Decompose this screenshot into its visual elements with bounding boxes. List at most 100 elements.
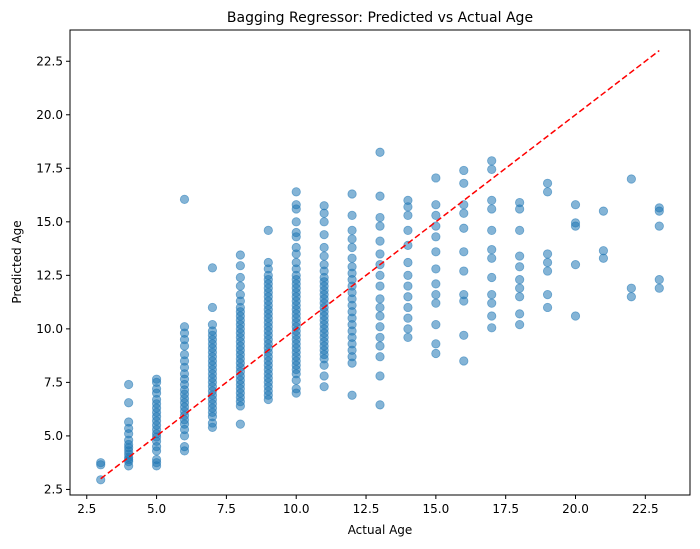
x-tick-label: 22.5 xyxy=(632,502,659,516)
data-point xyxy=(124,398,134,408)
data-point xyxy=(515,251,525,261)
data-point xyxy=(347,225,357,235)
x-tick-label: 15.0 xyxy=(422,502,449,516)
data-point xyxy=(207,319,218,330)
data-point xyxy=(291,384,301,394)
data-point xyxy=(151,454,162,465)
data-point xyxy=(291,257,301,268)
data-point xyxy=(487,290,497,300)
data-point xyxy=(431,200,441,210)
data-point xyxy=(487,156,497,166)
data-point xyxy=(487,298,497,308)
data-point xyxy=(235,261,245,271)
data-point xyxy=(235,290,245,300)
data-point xyxy=(403,225,413,235)
data-point xyxy=(542,178,553,188)
data-point xyxy=(459,223,469,233)
data-point xyxy=(319,251,329,261)
data-point xyxy=(403,313,413,323)
data-point xyxy=(403,240,413,250)
data-point xyxy=(459,247,469,257)
data-point xyxy=(375,371,385,381)
data-point xyxy=(459,208,469,218)
data-point xyxy=(347,253,357,263)
y-tick-label: 20.0 xyxy=(36,108,63,122)
data-point xyxy=(375,191,385,201)
y-tick-label: 2.5 xyxy=(44,482,63,496)
data-point xyxy=(403,270,413,280)
data-point xyxy=(515,309,525,319)
data-point xyxy=(375,352,385,362)
plot-frame xyxy=(69,29,691,496)
data-point xyxy=(319,371,329,381)
data-point xyxy=(570,311,581,321)
data-point xyxy=(487,204,497,214)
data-point xyxy=(375,322,385,332)
data-point xyxy=(235,419,245,429)
data-point xyxy=(570,260,581,270)
data-point xyxy=(515,197,525,208)
points-layer xyxy=(96,147,664,485)
data-point xyxy=(263,257,273,268)
data-point xyxy=(375,332,385,343)
data-point xyxy=(515,225,525,235)
data-point xyxy=(487,253,497,263)
data-point xyxy=(375,341,385,351)
data-point xyxy=(151,374,162,384)
data-point xyxy=(375,311,385,321)
data-point xyxy=(626,283,636,293)
x-tick-label: 7.5 xyxy=(217,502,236,516)
data-point xyxy=(375,270,385,280)
data-point xyxy=(487,272,497,283)
data-point xyxy=(431,279,441,289)
data-point xyxy=(207,263,218,273)
data-point xyxy=(347,234,357,244)
data-point xyxy=(654,283,664,293)
x-tick-label: 5.0 xyxy=(147,502,166,516)
data-point xyxy=(375,302,385,313)
data-point xyxy=(515,262,525,272)
data-point xyxy=(487,195,497,206)
data-point xyxy=(319,201,329,211)
data-point xyxy=(179,349,190,360)
y-axis-ticks: 2.5 5.0 7.5 10.0 12.5 15.0 17.5 20.0 22.5 xyxy=(36,54,70,496)
data-point xyxy=(319,242,329,253)
x-tick-label: 20.0 xyxy=(562,502,589,516)
data-point xyxy=(431,232,441,242)
data-point xyxy=(291,227,301,238)
data-point xyxy=(375,400,385,410)
x-tick-label: 2.5 xyxy=(77,502,96,516)
data-point xyxy=(459,330,469,340)
data-point xyxy=(403,324,413,334)
data-point xyxy=(375,281,385,291)
data-point xyxy=(654,203,664,213)
data-point xyxy=(459,356,469,366)
data-point xyxy=(403,292,413,302)
y-tick-label: 5.0 xyxy=(44,429,63,443)
y-tick-label: 15.0 xyxy=(36,215,63,229)
data-point xyxy=(570,218,581,228)
data-point xyxy=(375,249,385,259)
data-point xyxy=(263,225,273,235)
data-point xyxy=(431,290,441,300)
x-tick-label: 12.5 xyxy=(353,502,380,516)
data-point xyxy=(431,247,441,257)
data-point xyxy=(654,221,664,231)
data-point xyxy=(96,458,106,468)
data-point xyxy=(431,339,441,349)
data-point xyxy=(515,319,525,330)
data-point xyxy=(598,246,609,256)
data-point xyxy=(347,210,357,220)
data-point xyxy=(403,195,413,206)
data-point xyxy=(431,210,441,220)
y-tick-label: 10.0 xyxy=(36,322,63,336)
x-axis-ticks: 2.5 5.0 7.5 10.0 12.5 15.0 17.5 20.0 22.5 xyxy=(77,495,659,516)
data-point xyxy=(487,311,497,321)
data-point xyxy=(124,379,134,390)
data-point xyxy=(515,275,525,285)
data-point xyxy=(515,292,525,302)
data-point xyxy=(403,210,413,220)
data-point xyxy=(403,332,413,343)
data-point xyxy=(570,200,581,210)
data-point xyxy=(347,189,357,199)
